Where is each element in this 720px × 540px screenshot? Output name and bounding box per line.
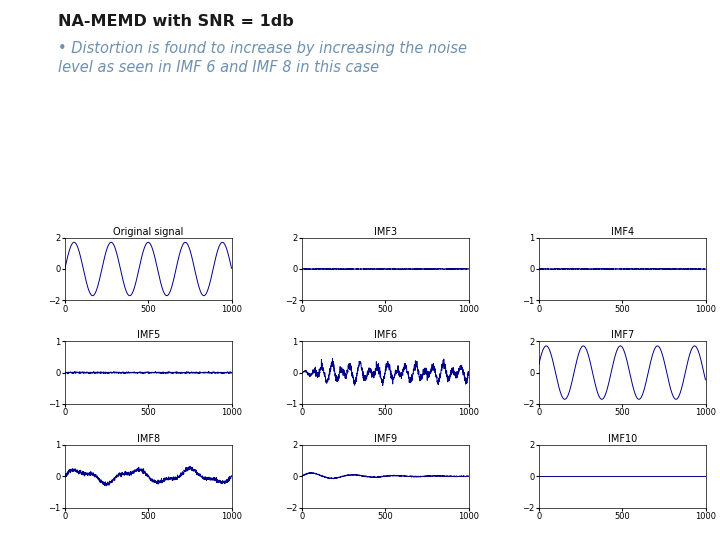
Title: IMF3: IMF3 [374,227,397,237]
Title: Original signal: Original signal [113,227,184,237]
Text: NA-MEMD with SNR = 1db: NA-MEMD with SNR = 1db [58,14,293,29]
Title: IMF4: IMF4 [611,227,634,237]
Title: IMF9: IMF9 [374,434,397,444]
Title: IMF7: IMF7 [611,330,634,340]
Title: IMF5: IMF5 [137,330,160,340]
Title: IMF8: IMF8 [137,434,160,444]
Title: IMF10: IMF10 [608,434,636,444]
Title: IMF6: IMF6 [374,330,397,340]
Text: • Distortion is found to increase by increasing the noise
level as seen in IMF 6: • Distortion is found to increase by inc… [58,40,467,75]
